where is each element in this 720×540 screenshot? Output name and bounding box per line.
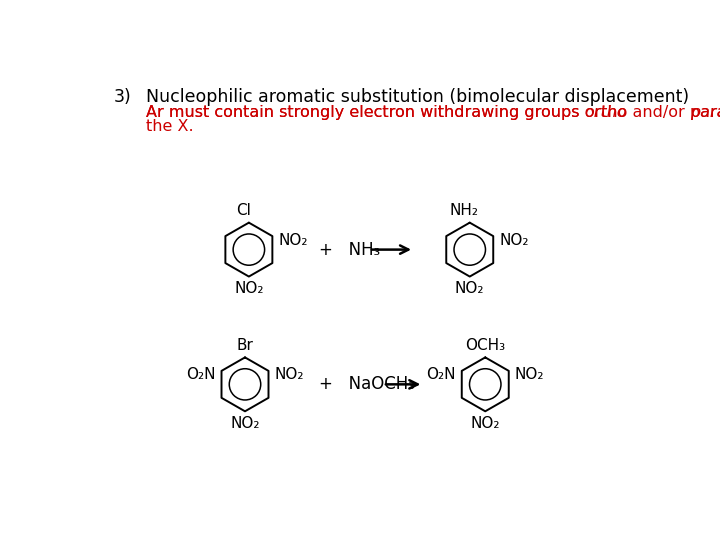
Text: O₂N: O₂N (426, 367, 456, 382)
Text: the X.: the X. (145, 119, 194, 134)
Text: NO₂: NO₂ (515, 367, 544, 382)
Text: NO₂: NO₂ (230, 416, 260, 431)
Text: Ar must contain strongly electron withdrawing groups: Ar must contain strongly electron withdr… (145, 105, 585, 120)
Text: ortho: ortho (585, 105, 627, 120)
Text: Cl: Cl (236, 203, 251, 218)
Text: NO₂: NO₂ (279, 233, 308, 248)
Text: Nucleophilic aromatic substitution (bimolecular displacement): Nucleophilic aromatic substitution (bimo… (145, 88, 689, 106)
Text: para: para (690, 105, 720, 120)
Text: +   NH₃: + NH₃ (319, 241, 380, 259)
Text: Ar must contain strongly electron withdrawing groups ortho and/or para to: Ar must contain strongly electron withdr… (145, 105, 720, 120)
Text: NO₂: NO₂ (470, 416, 500, 431)
Text: Ar must contain strongly electron withdrawing groups ortho and/or: Ar must contain strongly electron withdr… (145, 105, 690, 120)
Text: OCH₃: OCH₃ (465, 338, 505, 353)
Text: NO₂: NO₂ (499, 233, 528, 248)
Text: Br: Br (237, 338, 253, 353)
Text: NO₂: NO₂ (234, 281, 264, 296)
Text: +   NaOCH₃: + NaOCH₃ (319, 375, 415, 393)
Text: NO₂: NO₂ (274, 367, 304, 382)
Text: 3): 3) (113, 88, 131, 106)
Text: NO₂: NO₂ (455, 281, 485, 296)
Text: Ar must contain strongly electron withdrawing groups: Ar must contain strongly electron withdr… (145, 105, 585, 120)
Text: NH₂: NH₂ (450, 203, 479, 218)
Text: O₂N: O₂N (186, 367, 215, 382)
